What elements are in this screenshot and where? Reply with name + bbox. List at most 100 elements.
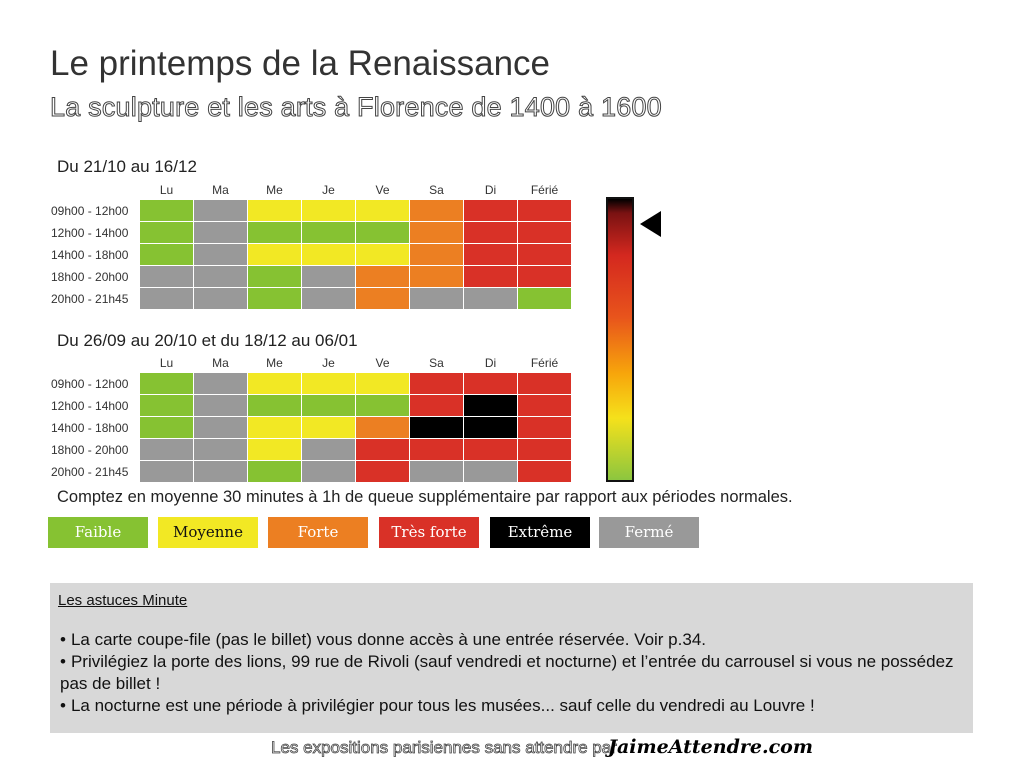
crowd-cell-tres-forte: [518, 439, 571, 460]
crowd-cell-extreme: [464, 417, 517, 438]
time-slot-label: 14h00 - 18h00: [51, 420, 129, 435]
legend-ferme: Fermé: [599, 517, 699, 548]
crowd-cell-tres-forte: [518, 266, 571, 287]
legend-forte: Forte: [268, 517, 368, 548]
crowd-cell-forte: [410, 222, 463, 243]
time-slot-label: 20h00 - 21h45: [51, 464, 129, 479]
crowd-cell-faible: [248, 288, 301, 309]
day-header: Di: [484, 356, 497, 370]
crowd-cell-tres-forte: [464, 222, 517, 243]
grid-corner: [51, 181, 139, 199]
grid-row: 14h00 - 18h00: [51, 417, 571, 438]
grid-corner: [51, 354, 139, 372]
queue-note: Comptez en moyenne 30 minutes à 1h de qu…: [57, 488, 793, 506]
tip-item: • Privilégiez la porte des lions, 99 rue …: [60, 652, 954, 693]
crowd-cell-ferme: [302, 461, 355, 482]
crowd-cell-tres-forte: [464, 373, 517, 394]
crowd-cell-tres-forte: [410, 439, 463, 460]
time-slot-label: 20h00 - 21h45: [51, 291, 129, 306]
crowd-cell-tres-forte: [356, 461, 409, 482]
grid-row: 20h00 - 21h45: [51, 461, 571, 482]
time-slot-label: 09h00 - 12h00: [51, 376, 129, 391]
tips-box: Les astuces Minute • La carte coupe-file …: [50, 583, 973, 733]
crowd-cell-ferme: [194, 417, 247, 438]
footer-text: Les expositions parisiennes sans attendr…: [271, 738, 618, 758]
crowd-cell-moyenne: [248, 417, 301, 438]
day-header: Di: [484, 183, 497, 197]
crowd-cell-tres-forte: [518, 373, 571, 394]
crowd-cell-tres-forte: [356, 439, 409, 460]
tip-item: • La carte coupe-file (pas le billet) vou…: [60, 630, 706, 649]
crowd-cell-moyenne: [356, 200, 409, 221]
crowd-cell-faible: [140, 417, 193, 438]
grid-row: 20h00 - 21h45: [51, 288, 571, 309]
crowd-cell-faible: [518, 288, 571, 309]
crowd-cell-faible: [140, 244, 193, 265]
crowd-cell-extreme: [464, 395, 517, 416]
crowd-grid-period-1: Lu Ma Me Je Ve Sa Di Férié 09h00 - 12h00 12h00 - …: [50, 180, 572, 310]
crowd-cell-forte: [410, 244, 463, 265]
crowd-cell-faible: [248, 395, 301, 416]
crowd-grid-period-2: Lu Ma Me Je Ve Sa Di Férié 09h00 - 12h00 12h00 - …: [50, 353, 572, 483]
day-header: Lu: [159, 356, 174, 370]
time-slot-label: 18h00 - 20h00: [51, 269, 129, 284]
time-slot-label: 09h00 - 12h00: [51, 203, 129, 218]
crowd-cell-moyenne: [302, 373, 355, 394]
crowd-cell-forte: [410, 200, 463, 221]
page-subtitle: La sculpture et les arts à Florence de 1…: [50, 92, 663, 123]
scale-pointer-icon: [640, 211, 661, 237]
crowd-cell-ferme: [464, 461, 517, 482]
crowd-cell-tres-forte: [518, 200, 571, 221]
crowd-cell-ferme: [410, 288, 463, 309]
crowd-cell-ferme: [194, 288, 247, 309]
crowd-cell-faible: [248, 266, 301, 287]
crowd-cell-ferme: [194, 461, 247, 482]
crowd-cell-moyenne: [356, 373, 409, 394]
day-header: Me: [266, 183, 283, 197]
crowd-cell-tres-forte: [464, 439, 517, 460]
day-header: Ve: [375, 183, 390, 197]
crowd-cell-ferme: [464, 288, 517, 309]
tip-item: • La nocturne est une période à privilégi…: [60, 696, 815, 715]
crowd-cell-ferme: [140, 288, 193, 309]
grid-row: 09h00 - 12h00: [51, 373, 571, 394]
crowd-cell-moyenne: [248, 439, 301, 460]
crowd-cell-moyenne: [248, 373, 301, 394]
grid-row: 12h00 - 14h00: [51, 395, 571, 416]
crowd-cell-ferme: [194, 222, 247, 243]
crowd-cell-ferme: [194, 373, 247, 394]
crowd-cell-moyenne: [248, 244, 301, 265]
crowd-cell-moyenne: [356, 244, 409, 265]
day-header: Je: [322, 356, 335, 370]
crowd-cell-faible: [140, 222, 193, 243]
crowd-cell-tres-forte: [410, 395, 463, 416]
day-header: Férié: [530, 183, 559, 197]
crowd-cell-ferme: [140, 439, 193, 460]
crowd-cell-tres-forte: [464, 244, 517, 265]
bullet-icon: •: [60, 652, 66, 671]
crowd-cell-ferme: [194, 395, 247, 416]
crowd-cell-ferme: [302, 439, 355, 460]
crowd-cell-faible: [356, 222, 409, 243]
crowd-cell-ferme: [194, 200, 247, 221]
tips-title: Les astuces Minute: [58, 592, 188, 609]
crowd-cell-tres-forte: [464, 200, 517, 221]
page-title: Le printemps de la Renaissance: [50, 44, 551, 83]
time-slot-label: 12h00 - 14h00: [51, 398, 129, 413]
crowd-cell-faible: [248, 222, 301, 243]
day-header: Sa: [429, 183, 444, 197]
crowd-cell-tres-forte: [518, 244, 571, 265]
period-1-label: Du 21/10 au 16/12: [57, 157, 197, 176]
crowd-cell-forte: [356, 288, 409, 309]
legend-extreme: Extrême: [490, 517, 590, 548]
crowd-cell-forte: [356, 266, 409, 287]
crowd-cell-ferme: [140, 461, 193, 482]
crowd-cell-ferme: [194, 439, 247, 460]
bullet-icon: •: [60, 696, 66, 715]
time-slot-label: 14h00 - 18h00: [51, 247, 129, 262]
time-slot-label: 12h00 - 14h00: [51, 225, 129, 240]
crowd-cell-faible: [140, 395, 193, 416]
legend-moyenne: Moyenne: [158, 517, 258, 548]
crowd-cell-extreme: [410, 417, 463, 438]
crowd-cell-tres-forte: [518, 461, 571, 482]
